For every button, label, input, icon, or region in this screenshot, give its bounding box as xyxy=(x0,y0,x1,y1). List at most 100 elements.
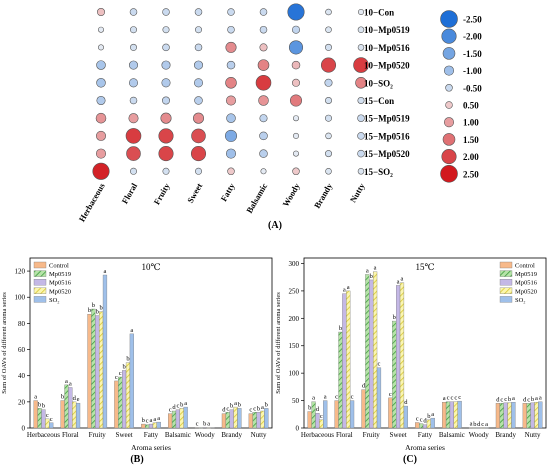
legend-label: Mp0516 xyxy=(515,280,538,287)
y-tick-label: 100 xyxy=(15,294,26,302)
x-tick-label: Fruity xyxy=(363,431,381,439)
heatmap-bubble xyxy=(226,60,236,70)
legend-swatch xyxy=(33,270,47,277)
significance-letter: c xyxy=(226,405,229,412)
heatmap-bubble xyxy=(260,168,267,175)
heatmap-bubble xyxy=(353,57,369,73)
heatmap-bubble xyxy=(289,94,303,107)
heatmap-bubble xyxy=(257,59,270,71)
bar xyxy=(129,333,134,429)
bar xyxy=(118,376,123,429)
legend-swatch xyxy=(33,261,47,269)
heatmap-bubble xyxy=(191,128,206,144)
significance-letter: c xyxy=(481,421,484,428)
x-tick-label: Woody xyxy=(195,431,216,439)
bar xyxy=(445,401,451,429)
y-tick-label: 120 xyxy=(15,268,26,276)
heatmap-bubble xyxy=(193,78,204,88)
significance-letter: b xyxy=(99,305,102,312)
bar xyxy=(45,418,50,429)
bar xyxy=(260,410,265,429)
heatmap-bubble xyxy=(259,25,268,34)
legend-swatch xyxy=(33,296,47,303)
legend-swatch xyxy=(499,270,513,277)
significance-letter: b xyxy=(473,421,476,428)
significance-letter: c xyxy=(169,407,172,414)
bar xyxy=(256,412,261,429)
bar xyxy=(68,387,73,429)
heatmap-bubble xyxy=(292,132,299,139)
y-tick-label: 0 xyxy=(296,425,300,433)
significance-letter: d xyxy=(362,383,366,390)
significance-letter: a xyxy=(207,421,210,428)
chart-title: 10℃ xyxy=(141,262,160,272)
heatmap-bubble xyxy=(162,26,170,34)
bar xyxy=(64,384,69,429)
heatmap-bubble xyxy=(324,43,333,51)
significance-letter: b xyxy=(42,403,45,410)
heatmap-bubble xyxy=(291,25,301,34)
bar xyxy=(237,408,242,429)
bar xyxy=(315,413,320,429)
heatmap-bubble xyxy=(227,8,235,16)
bar xyxy=(346,290,351,429)
heatmap-bubble xyxy=(255,75,272,91)
bar xyxy=(37,408,42,429)
significance-letter: c xyxy=(320,413,323,420)
significance-letter: c xyxy=(504,396,507,403)
x-tick-label: Herbaceous xyxy=(27,431,60,439)
heatmap-column-label: Sweet xyxy=(185,181,204,205)
y-tick-label: 150 xyxy=(289,342,300,350)
bar xyxy=(430,417,435,429)
heatmap-bubble xyxy=(227,167,235,176)
heatmap-row-label: 15−Mp0519 xyxy=(364,114,410,124)
bar xyxy=(152,422,157,429)
heatmap-column-label: Nutty xyxy=(348,181,367,205)
bar xyxy=(41,409,46,429)
significance-letter: c xyxy=(253,405,256,412)
significance-letter: a xyxy=(401,276,404,283)
bar xyxy=(415,422,420,429)
heatmap-column-label: Fruity xyxy=(152,181,173,207)
bar xyxy=(503,402,508,429)
significance-letter: d xyxy=(477,421,481,428)
significance-letter: c xyxy=(447,395,450,402)
x-tick-label: Floral xyxy=(336,431,353,439)
y-tick-label: 200 xyxy=(289,315,300,323)
bar xyxy=(87,314,92,429)
heatmap-bubble xyxy=(96,60,106,70)
y-axis-label: Sum of OAVs of different aroma series xyxy=(1,292,8,394)
bar xyxy=(252,412,257,429)
bar xyxy=(125,362,131,429)
legend-value-label: 1.00 xyxy=(463,118,479,128)
bar xyxy=(349,400,355,429)
bar xyxy=(538,401,543,429)
y-tick-label: 40 xyxy=(18,372,26,380)
significance-letter: c xyxy=(378,361,381,368)
significance-letter: c xyxy=(420,417,423,424)
legend-swatch xyxy=(33,287,47,294)
heatmap-bubble xyxy=(125,128,142,144)
heatmap-bubble xyxy=(160,112,172,124)
heatmap-row-label: 15−Con xyxy=(364,96,394,106)
heatmap-bubble xyxy=(357,44,365,51)
significance-letter: a xyxy=(470,421,473,428)
legend-swatch xyxy=(499,261,513,269)
y-axis-label: Sum of OAVs of different aroma series xyxy=(275,292,282,394)
y-tick-label: 60 xyxy=(18,346,26,354)
significance-letter: d xyxy=(404,399,408,406)
heatmap-bubble xyxy=(194,26,203,34)
legend-swatch xyxy=(499,279,513,286)
heatmap-column-label: Fatty xyxy=(218,181,237,203)
bar xyxy=(233,406,238,429)
heatmap-bubble xyxy=(95,148,107,159)
legend-label: Mp0516 xyxy=(49,280,72,287)
significance-letter: d xyxy=(316,406,320,413)
legend-bubble xyxy=(445,84,453,92)
x-axis-label: Aroma series xyxy=(405,443,445,452)
significance-letter: c xyxy=(454,395,457,402)
heatmap-bubble xyxy=(190,146,207,162)
bar xyxy=(495,403,501,429)
significance-letter: c xyxy=(351,394,354,401)
bar xyxy=(499,403,504,429)
